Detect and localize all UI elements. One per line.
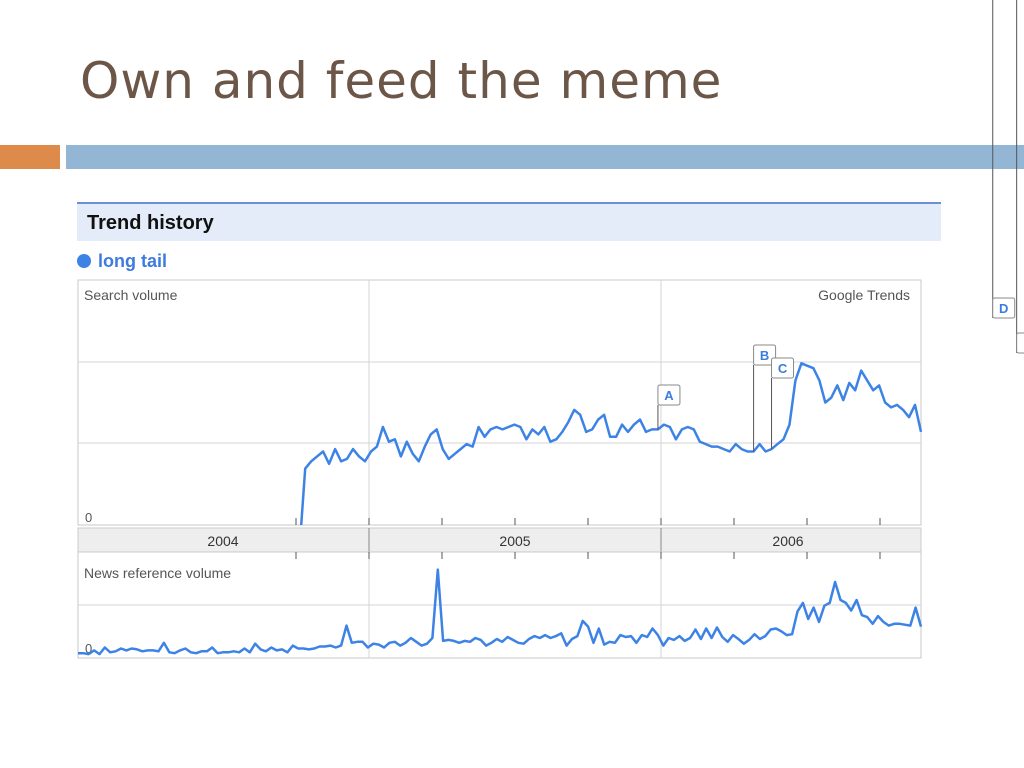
- year-axis-band: [77, 527, 922, 553]
- annotation-flag-b[interactable]: B: [753, 344, 777, 452]
- trend-history-title: Trend history: [87, 212, 214, 234]
- search-panel-frame: [77, 279, 922, 526]
- news-volume-series: [78, 568, 923, 656]
- annotation-label: A: [664, 388, 674, 403]
- annotation-flags: ABCDEF: [657, 0, 1024, 452]
- annotation-label: B: [760, 348, 769, 363]
- year-tick-label: 2006: [772, 533, 803, 549]
- annotation-box: [753, 344, 777, 366]
- annotation-flag-e[interactable]: E: [1016, 0, 1024, 354]
- slide-title: Own and feed the meme: [80, 52, 723, 110]
- search-volume-series: [299, 362, 923, 526]
- news-volume-line: [78, 568, 923, 656]
- annotation-label: D: [999, 301, 1008, 316]
- accent-bar-orange: [0, 145, 60, 169]
- search-volume-label: Search volume: [84, 287, 178, 303]
- year-tick-label: 2004: [207, 533, 238, 549]
- annotation-box: [657, 384, 681, 406]
- google-trends-brand: Google Trends: [818, 287, 910, 303]
- annotation-box: [992, 297, 1016, 319]
- news-volume-label: News reference volume: [84, 565, 231, 581]
- search-volume-line: [299, 362, 923, 526]
- news-zero-label: 0: [85, 641, 92, 656]
- annotation-label: C: [778, 361, 788, 376]
- axis-ticks: [295, 518, 881, 559]
- annotation-box: [1016, 332, 1024, 354]
- legend-dot-icon: [77, 254, 91, 268]
- annotation-flag-c[interactable]: C: [771, 357, 795, 450]
- legend-label[interactable]: long tail: [98, 251, 167, 271]
- accent-bar-blue: [66, 145, 1024, 169]
- annotation-box: [771, 357, 795, 379]
- annotation-flag-a[interactable]: A: [657, 384, 681, 430]
- search-zero-label: 0: [85, 510, 92, 525]
- year-tick-label: 2005: [499, 533, 530, 549]
- trend-history-header: Trend history: [77, 202, 941, 241]
- annotation-flag-d[interactable]: D: [992, 0, 1016, 319]
